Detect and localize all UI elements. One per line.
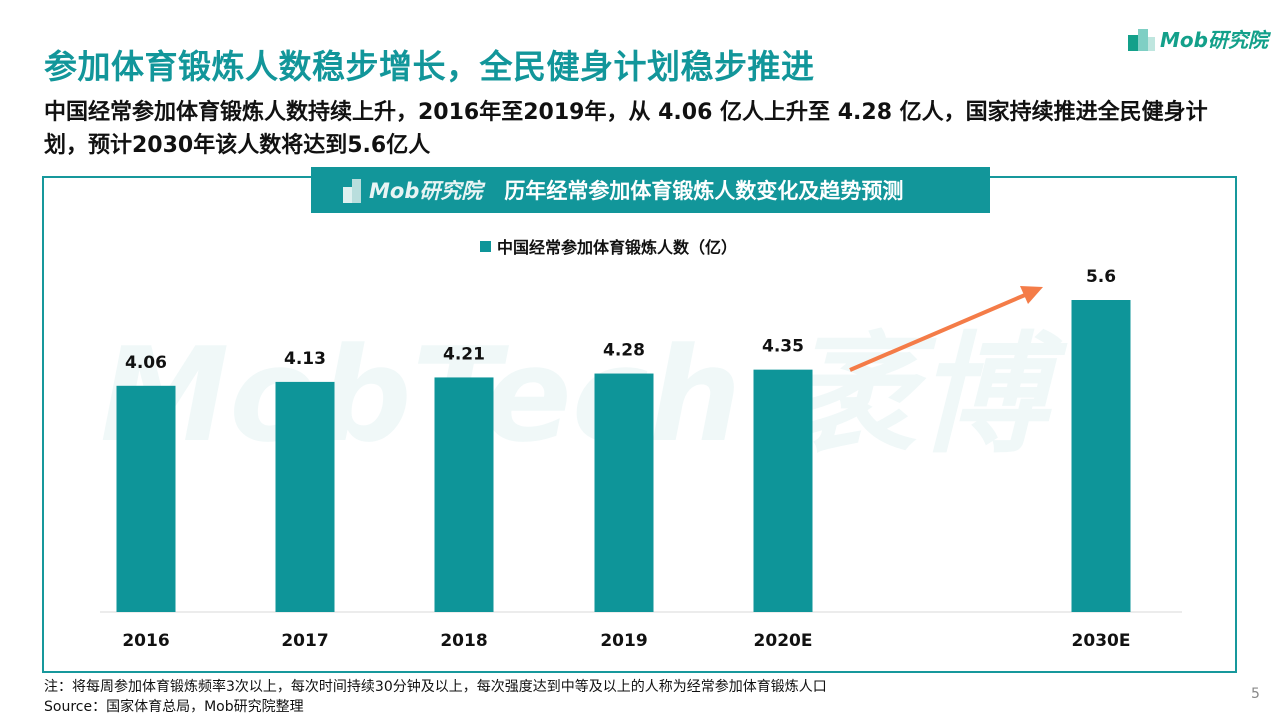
x-tick-2016: 2016 <box>122 631 169 651</box>
page-title: 参加体育锻炼人数稳步增长，全民健身计划稳步推进 <box>44 47 815 86</box>
legend: 中国经常参加体育锻炼人数（亿） <box>480 234 737 258</box>
page-number: 5 <box>1251 686 1260 702</box>
page-subtitle: 中国经常参加体育锻炼人数持续上升，2016年至2019年，从 4.06 亿人上升… <box>44 100 1208 158</box>
x-tick-2020E: 2020E <box>754 631 813 651</box>
data-label-2030E: 5.6 <box>1086 267 1116 287</box>
bar-2030E <box>1071 300 1131 612</box>
bar-2020E <box>753 369 813 612</box>
chart-header: Mob研究院 历年经常参加体育锻炼人数变化及趋势预测 <box>311 167 990 213</box>
data-label-2020E: 4.35 <box>762 337 804 357</box>
building-icon <box>1128 28 1155 51</box>
chart-header-logo: Mob研究院 <box>369 179 483 203</box>
chart-title: 历年经常参加体育锻炼人数变化及趋势预测 <box>504 179 904 203</box>
bar-2016 <box>116 385 176 612</box>
building-icon <box>343 179 361 203</box>
x-tick-2018: 2018 <box>440 631 487 651</box>
data-label-2019: 4.28 <box>603 341 645 361</box>
watermark: MobTech 袤博 <box>100 319 1047 471</box>
bar-2019 <box>594 373 654 612</box>
mob-logo: Mob研究院 <box>1128 24 1268 53</box>
data-label-2016: 4.06 <box>125 353 167 373</box>
bar-2018 <box>434 377 494 612</box>
x-tick-2030E: 2030E <box>1072 631 1131 651</box>
trend-arrowhead <box>1020 286 1043 304</box>
trend-arrow <box>849 293 1026 372</box>
data-label-2018: 4.21 <box>443 344 485 364</box>
footnote: 注：将每周参加体育锻炼频率3次以上，每次时间持续30分钟及以上，每次强度达到中等… <box>44 677 827 717</box>
note-text: 注：将每周参加体育锻炼频率3次以上，每次时间持续30分钟及以上，每次强度达到中等… <box>44 679 827 695</box>
data-label-2017: 4.13 <box>284 349 326 369</box>
bar-2017 <box>275 381 335 612</box>
legend-label: 中国经常参加体育锻炼人数（亿） <box>497 238 738 257</box>
logo-text: Mob研究院 <box>1160 28 1268 52</box>
x-tick-2019: 2019 <box>600 631 647 651</box>
x-tick-2017: 2017 <box>281 631 328 651</box>
source-text: Source：国家体育总局，Mob研究院整理 <box>44 699 304 715</box>
legend-swatch <box>480 240 491 252</box>
